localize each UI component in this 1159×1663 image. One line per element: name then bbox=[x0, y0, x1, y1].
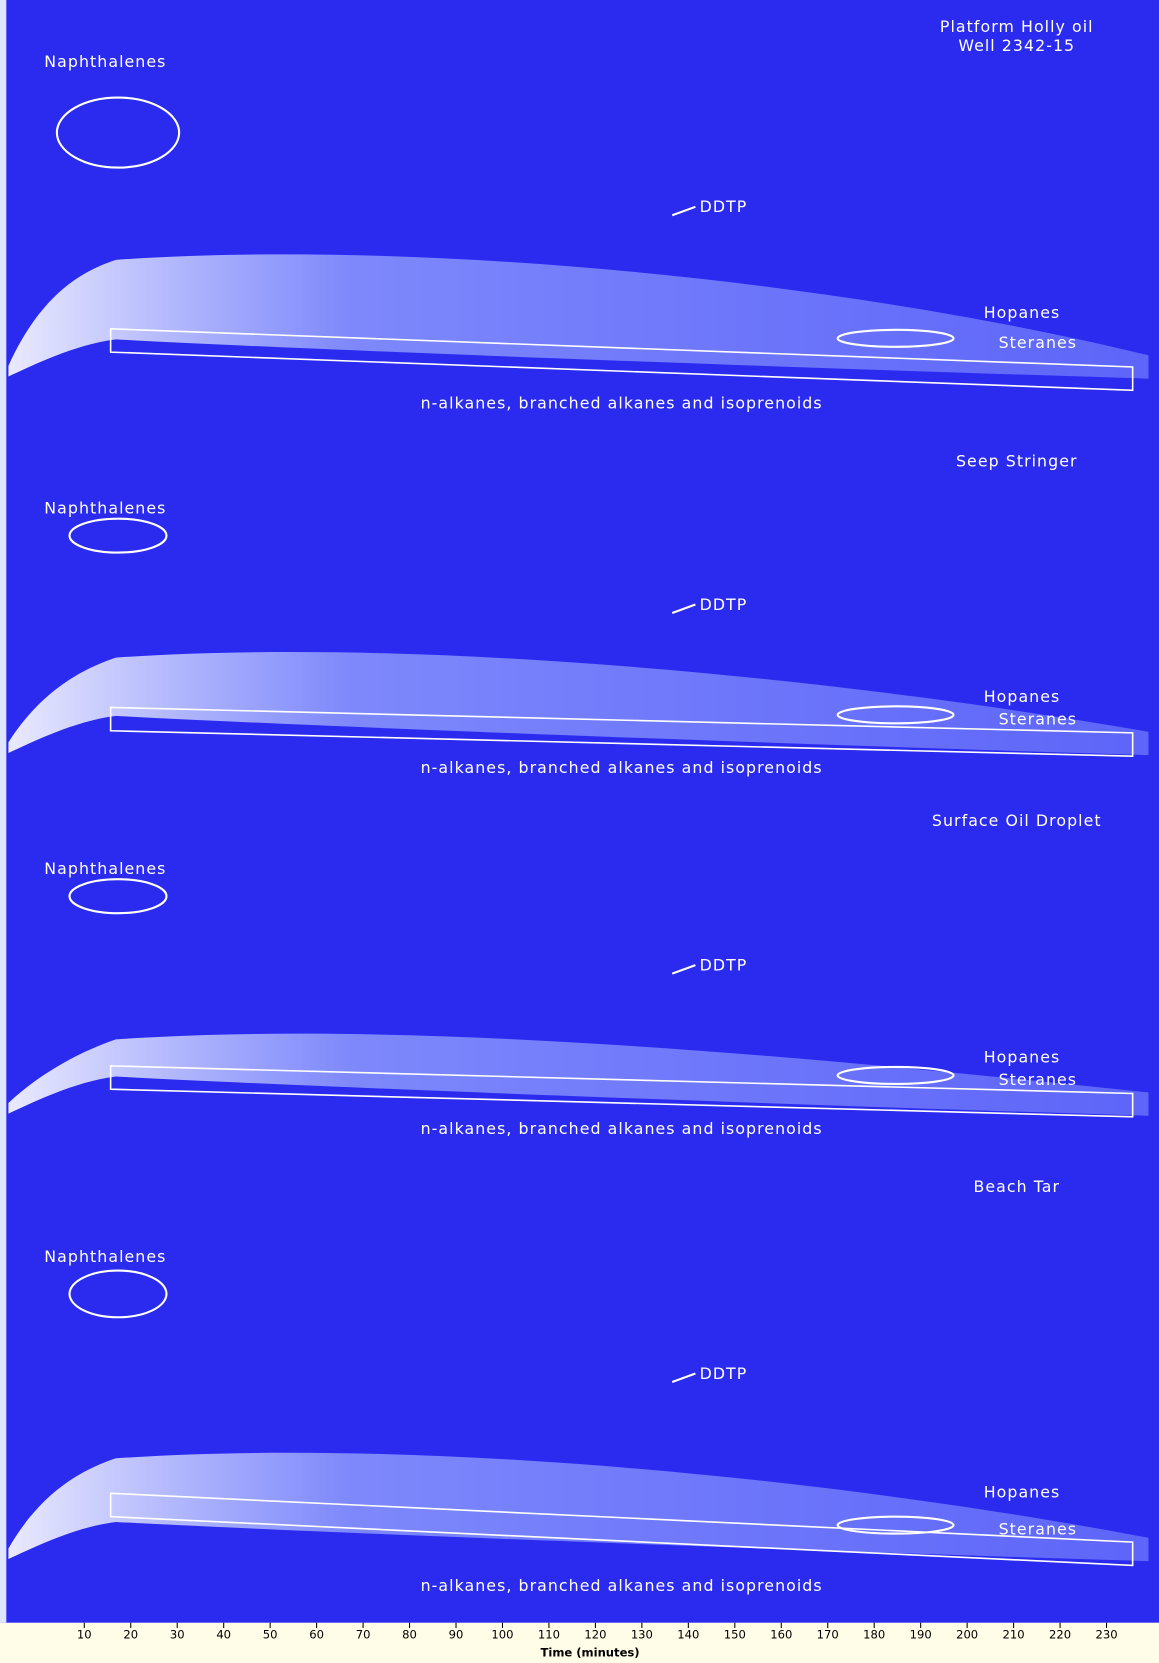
x-tick-label: 210 bbox=[1003, 1628, 1025, 1642]
x-tick-label: 50 bbox=[263, 1628, 278, 1642]
naphthalenes-label: Naphthalenes bbox=[44, 859, 166, 878]
naphthalenes-label: Naphthalenes bbox=[44, 1247, 166, 1266]
ddtp-label: DDTP bbox=[700, 197, 748, 216]
hopanes-label: Hopanes bbox=[984, 687, 1061, 706]
alkanes-label: n-alkanes, branched alkanes and isopreno… bbox=[421, 393, 823, 412]
steranes-label: Steranes bbox=[999, 333, 1077, 352]
alkanes-label: n-alkanes, branched alkanes and isopreno… bbox=[421, 1119, 823, 1138]
x-tick-label: 230 bbox=[1095, 1628, 1117, 1642]
x-tick-label: 100 bbox=[491, 1628, 513, 1642]
x-tick-label: 60 bbox=[309, 1628, 324, 1642]
panel-title: Well 2342-15 bbox=[958, 36, 1075, 55]
steranes-label: Steranes bbox=[999, 1070, 1077, 1089]
x-tick-label: 220 bbox=[1049, 1628, 1071, 1642]
ddtp-label: DDTP bbox=[700, 595, 748, 614]
x-tick-label: 180 bbox=[863, 1628, 885, 1642]
x-tick-label: 170 bbox=[817, 1628, 839, 1642]
x-tick-label: 70 bbox=[356, 1628, 371, 1642]
chromatogram-figure: Platform Holly oilWell 2342-15 Naphthalen… bbox=[0, 0, 1159, 1663]
x-tick-label: 20 bbox=[123, 1628, 138, 1642]
x-axis-label: Time (minutes) bbox=[540, 1646, 639, 1660]
x-tick-label: 30 bbox=[170, 1628, 185, 1642]
naphthalenes-label: Naphthalenes bbox=[44, 498, 166, 517]
x-tick-label: 200 bbox=[956, 1628, 978, 1642]
x-tick-label: 80 bbox=[402, 1628, 417, 1642]
x-tick-label: 130 bbox=[631, 1628, 653, 1642]
steranes-label: Steranes bbox=[999, 709, 1077, 728]
x-tick-label: 10 bbox=[77, 1628, 92, 1642]
x-tick-label: 140 bbox=[677, 1628, 699, 1642]
alkanes-label: n-alkanes, branched alkanes and isopreno… bbox=[421, 758, 823, 777]
x-tick-label: 190 bbox=[910, 1628, 932, 1642]
panel-title: Platform Holly oil bbox=[940, 17, 1094, 36]
x-tick-label: 150 bbox=[724, 1628, 746, 1642]
panel-title: Beach Tar bbox=[973, 1177, 1060, 1196]
hopanes-label: Hopanes bbox=[984, 1048, 1061, 1067]
background bbox=[0, 0, 1159, 1663]
ddtp-label: DDTP bbox=[700, 1364, 748, 1383]
panel-title: Surface Oil Droplet bbox=[932, 811, 1102, 830]
hopanes-label: Hopanes bbox=[984, 303, 1061, 322]
x-tick-label: 90 bbox=[449, 1628, 464, 1642]
panel-title: Seep Stringer bbox=[956, 452, 1078, 471]
x-tick-label: 120 bbox=[584, 1628, 606, 1642]
left-edge bbox=[0, 0, 6, 1623]
alkanes-label: n-alkanes, branched alkanes and isopreno… bbox=[421, 1576, 823, 1595]
hopanes-label: Hopanes bbox=[984, 1482, 1061, 1501]
ddtp-label: DDTP bbox=[700, 955, 748, 974]
naphthalenes-label: Naphthalenes bbox=[44, 52, 166, 71]
page: Platform Holly oilWell 2342-15 Naphthalen… bbox=[0, 0, 1159, 1663]
x-tick-label: 160 bbox=[770, 1628, 792, 1642]
x-tick-label: 110 bbox=[538, 1628, 560, 1642]
x-tick-label: 40 bbox=[216, 1628, 231, 1642]
